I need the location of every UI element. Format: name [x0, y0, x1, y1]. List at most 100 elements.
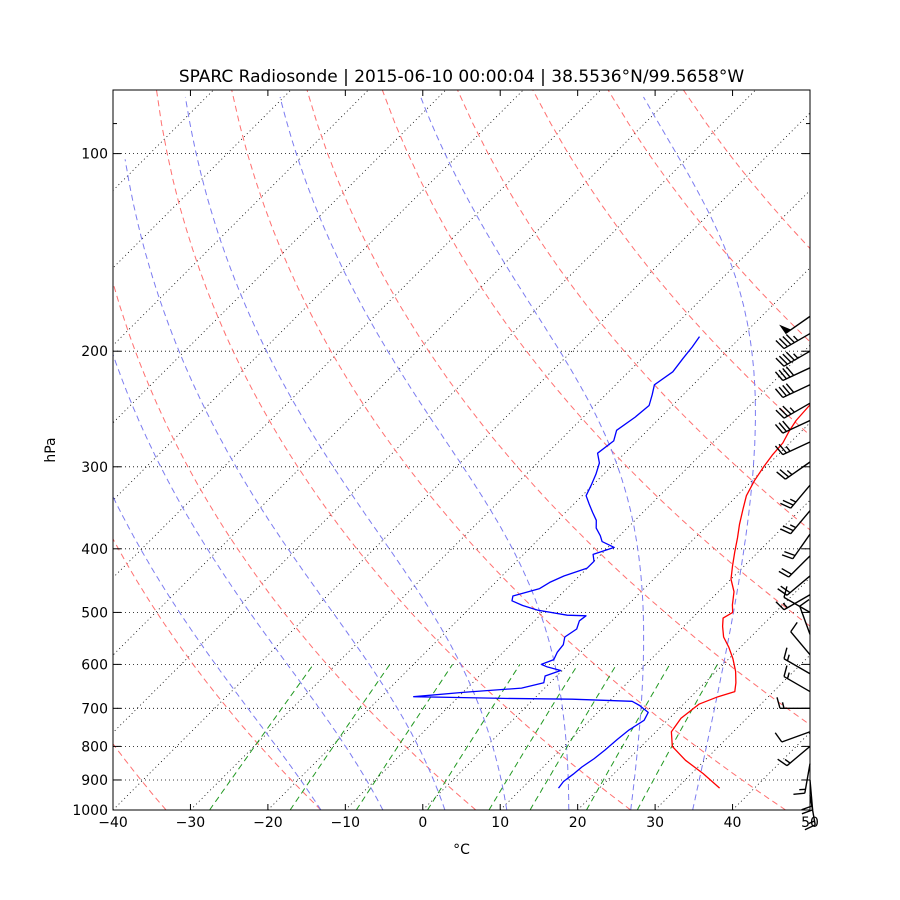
dry-adiabat-260 — [113, 537, 322, 810]
barb-shaft — [783, 675, 811, 693]
barb-full-feather — [781, 567, 792, 575]
x-tick-label: 20 — [569, 815, 587, 831]
barb-full-feather — [782, 499, 794, 506]
y-axis-label: hPa — [43, 437, 59, 462]
dry-adiabat-300 — [156, 90, 632, 810]
barb-half-feather — [786, 469, 793, 476]
barb-half-feather — [808, 820, 815, 825]
dry-adiabat-400 — [532, 90, 810, 436]
dry-adiabat-240 — [113, 743, 167, 810]
barb-shaft — [782, 419, 811, 434]
isotherm--40 — [113, 112, 810, 810]
mixing-ratio-line-10 — [529, 664, 618, 810]
barb-full-feather — [778, 407, 788, 417]
barb-full-feather — [778, 422, 787, 432]
wind-barb — [774, 419, 811, 434]
barb-full-feather — [778, 369, 787, 380]
barb-full-feather — [774, 423, 784, 434]
isotherm--60 — [113, 90, 679, 656]
plot-area — [113, 90, 810, 810]
dry-adiabat-340 — [306, 90, 810, 726]
barb-full-feather — [782, 353, 792, 363]
y-tick-label: 800 — [81, 739, 108, 755]
y-tick-label: 300 — [81, 460, 108, 476]
wind-barb — [777, 575, 811, 596]
isotherm--80 — [113, 90, 524, 501]
barb-full-feather — [774, 371, 784, 381]
barb-shaft — [790, 484, 811, 509]
x-axis-label: °C — [453, 842, 470, 858]
wind-barb — [774, 383, 811, 399]
x-tick-label: −20 — [253, 815, 283, 831]
y-tick-label: 600 — [81, 657, 108, 673]
barb-shaft — [783, 596, 811, 614]
moist-adiabat-260 — [113, 495, 322, 810]
wind-barb — [775, 594, 811, 611]
mixing-ratio-line-2 — [355, 664, 454, 810]
mixing-ratio-line-4 — [427, 664, 521, 810]
wind-barb — [774, 441, 811, 456]
barb-full-feather — [801, 809, 813, 815]
barb-full-feather — [785, 334, 795, 344]
barb-full-feather — [799, 599, 810, 607]
isotherm--110 — [113, 90, 292, 269]
wind-barb — [774, 731, 811, 743]
barb-full-feather — [778, 355, 788, 365]
mixing-ratio-line-7 — [488, 664, 579, 810]
barb-shaft — [783, 402, 811, 419]
barb-shaft — [783, 658, 811, 675]
barb-full-feather — [777, 588, 788, 596]
wind-barb — [783, 586, 811, 614]
barb-full-feather — [790, 621, 798, 633]
barb-shaft — [783, 332, 811, 350]
barb-full-feather — [778, 570, 790, 578]
barb-full-feather — [774, 732, 783, 743]
wind-barb — [775, 332, 811, 350]
barb-half-feather — [781, 702, 785, 709]
wind-barb — [783, 665, 811, 693]
barb-full-feather — [782, 420, 791, 431]
barb-half-feather — [789, 524, 797, 529]
barb-shaft — [785, 461, 811, 480]
wind-barb — [780, 510, 811, 535]
x-tick-label: 30 — [646, 815, 664, 831]
barb-full-feather — [804, 824, 816, 831]
isotherm--100 — [113, 90, 369, 346]
barb-shaft — [782, 441, 811, 456]
wind-barb — [793, 763, 811, 795]
wind-barb — [799, 599, 811, 635]
isotherm--50 — [113, 90, 756, 734]
barb-shaft — [781, 731, 811, 743]
moist-adiabat-300 — [420, 96, 645, 810]
wind-barb — [790, 621, 811, 656]
barb-shaft — [799, 605, 811, 635]
isotherm--30 — [190, 189, 810, 810]
barb-full-feather — [776, 471, 786, 480]
barb-full-feather — [774, 445, 784, 456]
moist-adiabat-276 — [124, 159, 446, 810]
barb-shaft — [804, 763, 811, 794]
barb-full-feather — [779, 469, 790, 478]
x-tick-label: −30 — [176, 815, 206, 831]
barb-full-feather — [782, 525, 794, 532]
barb-full-feather — [776, 697, 781, 709]
wind-barb — [775, 402, 811, 419]
wind-barb — [775, 350, 811, 367]
dewpoint-trace — [413, 336, 701, 789]
barb-half-feather — [793, 353, 799, 359]
y-tick-label: 200 — [81, 344, 108, 360]
barb-full-feather — [785, 383, 795, 393]
y-tick-label: 400 — [81, 542, 108, 558]
moist-adiabat-268 — [113, 353, 384, 810]
barb-half-feather — [786, 654, 790, 661]
barb-full-feather — [783, 647, 788, 659]
dry-adiabat-380 — [457, 90, 810, 531]
barb-full-feather — [775, 409, 785, 419]
y-tick-label: 900 — [81, 773, 108, 789]
barb-full-feather — [782, 367, 791, 378]
axis-ticks: −40 −30 −20 −10 0 10 20 30 40 50 100 200 300 400 500 60… — [72, 89, 819, 831]
isotherm--70 — [113, 90, 601, 579]
barb-full-feather — [775, 340, 785, 350]
barb-full-feather — [778, 338, 788, 348]
barb-full-feather — [785, 351, 795, 361]
